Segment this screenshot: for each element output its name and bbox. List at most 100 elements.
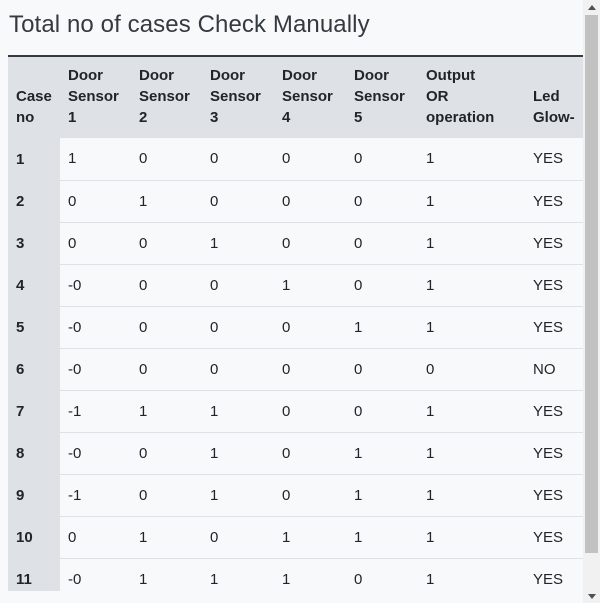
case-number-cell: 3 (8, 222, 60, 264)
table-cell: YES (525, 221, 583, 264)
table-cell: 1 (418, 515, 525, 558)
case-number-cell: 5 (8, 306, 60, 348)
case-number-cell: 2 (8, 180, 60, 222)
table-cell: 1 (274, 515, 346, 558)
table-cell: 1 (202, 221, 274, 264)
case-number-cell: 4 (8, 264, 60, 306)
table-row: 11 -0 1 1 1 0 1 YES (8, 557, 583, 591)
table-cell: 0 (131, 263, 202, 306)
table-cell: 0 (346, 347, 418, 390)
table-cell: 0 (274, 221, 346, 264)
case-number-cell: 9 (8, 474, 60, 516)
table-cell: YES (525, 179, 583, 222)
scroll-down-button[interactable] (583, 589, 600, 603)
table-cell: 1 (274, 263, 346, 306)
header-led-glow: Led Glow- (525, 55, 583, 138)
table-cell: 1 (418, 473, 525, 516)
table-cell: 0 (274, 305, 346, 348)
table-cell: YES (525, 431, 583, 474)
table-cell: 0 (131, 305, 202, 348)
table-cell: 0 (60, 179, 131, 222)
table-cell: 1 (202, 389, 274, 432)
table-cell: 0 (202, 305, 274, 348)
table-cell: 0 (418, 347, 525, 390)
table-cell: YES (525, 305, 583, 348)
table-row: 10 0 1 0 1 1 1 YES (8, 515, 583, 558)
table-cell: 1 (202, 473, 274, 516)
table-row: 1 1 0 0 0 0 1 YES (8, 138, 583, 180)
table-cell: 1 (274, 557, 346, 591)
table-row: 3 0 0 1 0 0 1 YES (8, 221, 583, 264)
vertical-scrollbar[interactable] (583, 0, 600, 603)
table-cell: 1 (418, 221, 525, 264)
table-body: 1 1 0 0 0 0 1 YES 2 0 1 0 0 0 1 YES 3 0 0 1 0 0 1 YES 4 -0 0 0 1 0 1 YE… (8, 138, 583, 591)
table-cell: 0 (131, 431, 202, 474)
table-cell: 0 (346, 557, 418, 591)
case-number-cell: 8 (8, 432, 60, 474)
table-cell: YES (525, 138, 583, 180)
page-title: Total no of cases Check Manually (9, 11, 370, 38)
table-cell: -0 (60, 347, 131, 390)
table-cell: 0 (346, 221, 418, 264)
header-door-sensor-3: Door Sensor 3 (202, 55, 274, 138)
table-cell: 1 (418, 263, 525, 306)
table-cell: -0 (60, 263, 131, 306)
table-cell: 0 (274, 179, 346, 222)
header-door-sensor-5: Door Sensor 5 (346, 55, 418, 138)
table-cell: -1 (60, 473, 131, 516)
table-cell: 0 (346, 263, 418, 306)
table-cell: 0 (131, 473, 202, 516)
table-cell: NO (525, 347, 583, 390)
table-cell: 1 (418, 557, 525, 591)
cases-table-container: Case no Door Sensor 1 Door Sensor 2 Do (8, 55, 583, 591)
table-cell: 0 (60, 221, 131, 264)
table-cell: 0 (346, 179, 418, 222)
case-number-cell: 6 (8, 348, 60, 390)
table-cell: 0 (131, 347, 202, 390)
table-cell: -0 (60, 431, 131, 474)
table-cell: 0 (131, 221, 202, 264)
table-cell: 0 (202, 138, 274, 180)
table-row: 6 -0 0 0 0 0 0 NO (8, 347, 583, 390)
scrollbar-thumb[interactable] (585, 15, 598, 553)
scroll-up-button[interactable] (583, 0, 600, 14)
table-cell: 0 (346, 389, 418, 432)
table-cell: 0 (274, 473, 346, 516)
table-cell: 0 (131, 138, 202, 180)
table-cell: 0 (202, 347, 274, 390)
table-cell: 1 (202, 431, 274, 474)
table-cell: 1 (346, 473, 418, 516)
table-cell: 1 (131, 515, 202, 558)
table-row: 9 -1 0 1 0 1 1 YES (8, 473, 583, 516)
table-cell: 1 (202, 557, 274, 591)
table-cell: 0 (274, 138, 346, 180)
table-cell: 1 (418, 389, 525, 432)
table-cell: 0 (346, 138, 418, 180)
triangle-down-icon (587, 593, 596, 599)
table-cell: 1 (131, 389, 202, 432)
triangle-up-icon (587, 4, 596, 10)
table-cell: 0 (60, 515, 131, 558)
header-door-sensor-2: Door Sensor 2 (131, 55, 202, 138)
header-door-sensor-4: Door Sensor 4 (274, 55, 346, 138)
table-cell: 0 (202, 179, 274, 222)
case-number-cell: 1 (8, 138, 60, 180)
table-cell: 1 (418, 179, 525, 222)
table-row: 7 -1 1 1 0 0 1 YES (8, 389, 583, 432)
table-cell: 1 (346, 431, 418, 474)
table-cell: -1 (60, 389, 131, 432)
table-cell: 1 (346, 515, 418, 558)
case-number-cell: 11 (8, 558, 60, 591)
table-row: 2 0 1 0 0 0 1 YES (8, 179, 583, 222)
header-output-or-operation: Output OR operation (418, 55, 525, 138)
table-row: 5 -0 0 0 0 1 1 YES (8, 305, 583, 348)
table-cell: -0 (60, 557, 131, 591)
table-cell: 1 (131, 557, 202, 591)
table-cell: YES (525, 557, 583, 591)
table-cell: 1 (418, 305, 525, 348)
table-cell: 1 (346, 305, 418, 348)
table-header-row: Case no Door Sensor 1 Door Sensor 2 Do (8, 55, 583, 138)
cases-table: Case no Door Sensor 1 Door Sensor 2 Do (8, 55, 583, 591)
table-cell: 1 (418, 431, 525, 474)
